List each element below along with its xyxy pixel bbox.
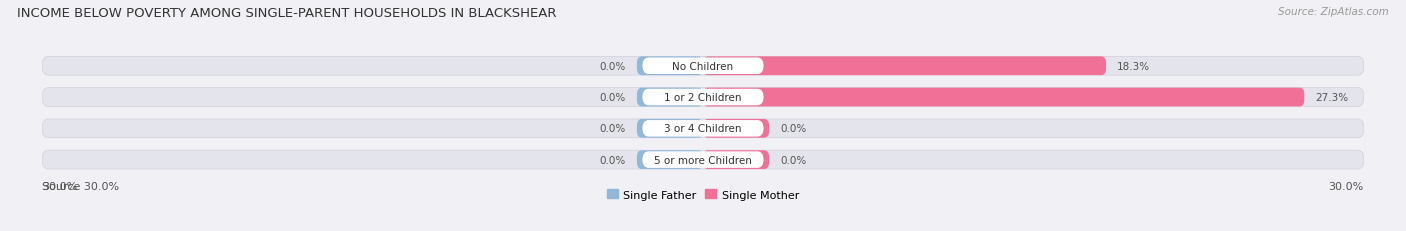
Text: No Children: No Children	[672, 61, 734, 71]
Text: 0.0%: 0.0%	[599, 93, 626, 103]
Text: 0.0%: 0.0%	[599, 155, 626, 165]
FancyBboxPatch shape	[643, 89, 763, 106]
Text: 0.0%: 0.0%	[780, 124, 807, 134]
FancyBboxPatch shape	[637, 57, 703, 76]
Text: 27.3%: 27.3%	[1316, 93, 1348, 103]
Text: 0.0%: 0.0%	[780, 155, 807, 165]
Text: 1 or 2 Children: 1 or 2 Children	[664, 93, 742, 103]
Text: 3 or 4 Children: 3 or 4 Children	[664, 124, 742, 134]
Text: 30.0%: 30.0%	[42, 181, 77, 191]
FancyBboxPatch shape	[42, 57, 1364, 76]
FancyBboxPatch shape	[42, 88, 1364, 107]
Text: INCOME BELOW POVERTY AMONG SINGLE-PARENT HOUSEHOLDS IN BLACKSHEAR: INCOME BELOW POVERTY AMONG SINGLE-PARENT…	[17, 7, 557, 20]
FancyBboxPatch shape	[643, 121, 763, 137]
Text: 0.0%: 0.0%	[599, 124, 626, 134]
Text: Source: ZipAtlas.com: Source: ZipAtlas.com	[1278, 7, 1389, 17]
FancyBboxPatch shape	[42, 119, 1364, 138]
FancyBboxPatch shape	[637, 151, 703, 169]
FancyBboxPatch shape	[637, 119, 703, 138]
FancyBboxPatch shape	[703, 119, 769, 138]
FancyBboxPatch shape	[42, 151, 1364, 169]
FancyBboxPatch shape	[643, 152, 763, 168]
FancyBboxPatch shape	[637, 88, 703, 107]
Text: 0.0%: 0.0%	[599, 61, 626, 71]
Text: 5 or more Children: 5 or more Children	[654, 155, 752, 165]
FancyBboxPatch shape	[703, 57, 1107, 76]
Text: Source 30.0%: Source 30.0%	[42, 181, 120, 191]
FancyBboxPatch shape	[703, 151, 769, 169]
Text: 18.3%: 18.3%	[1118, 61, 1150, 71]
FancyBboxPatch shape	[703, 88, 1305, 107]
Text: 30.0%: 30.0%	[1329, 181, 1364, 191]
FancyBboxPatch shape	[643, 58, 763, 75]
Legend: Single Father, Single Mother: Single Father, Single Mother	[602, 185, 804, 204]
